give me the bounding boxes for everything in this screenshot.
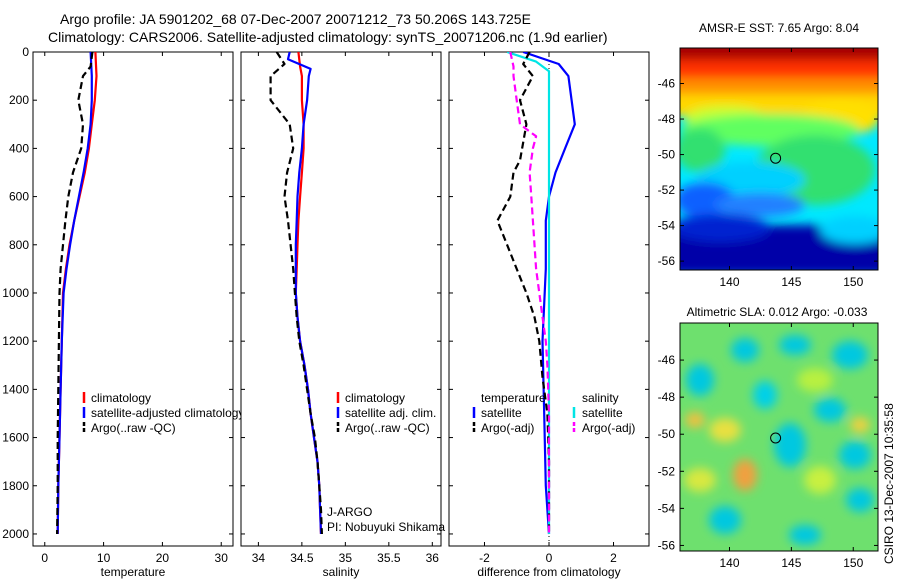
series-line-salinity-satellite: [506, 52, 551, 534]
lat-tick-label: -50: [658, 427, 676, 441]
legend-temp-sat-label: satellite: [481, 406, 522, 420]
lon-tick-label: 150: [843, 275, 863, 289]
x-tick-label: 2: [610, 551, 617, 565]
salinity-depth-ticks: [241, 51, 441, 535]
lat-tick-label: -46: [658, 77, 676, 91]
x-tick-label: 35: [339, 551, 353, 565]
difference-xlabel: difference from climatology: [477, 565, 620, 579]
depth-tick-label: 400: [9, 141, 29, 155]
sst-heatmap: [680, 48, 878, 270]
lon-tick-label: 150: [843, 556, 863, 570]
sst-map-ticks: 140 145 150 -46 -48 -50 -52 -54 -56: [658, 48, 878, 289]
lat-tick-label: -50: [658, 148, 676, 162]
lat-tick-label: -48: [658, 390, 676, 404]
series-line-temperature-argo-adj: [496, 52, 551, 534]
depth-tick-label: 200: [9, 93, 29, 107]
sla-argo-location-marker: [770, 432, 782, 444]
x-tick-label: 10: [97, 551, 111, 565]
depth-tick-label: 1200: [2, 334, 29, 348]
legend-clim-label: climatology: [345, 391, 405, 405]
difference-legend: temperature satellite Argo(-adj) salinit…: [472, 391, 635, 435]
legend-satellite-label: satellite-adjusted climatology: [91, 406, 244, 420]
lat-tick-label: -52: [658, 183, 676, 197]
series-line-satellite-adjusted-climatology: [56, 52, 93, 535]
depth-tick-label: 1400: [2, 382, 29, 396]
salinity-axis-ticks: 34 34.5 35 35.5 36: [252, 52, 440, 565]
lat-tick-label: -56: [658, 538, 676, 552]
temperature-axes-frame: [32, 51, 234, 547]
depth-tick-label: 1800: [2, 479, 29, 493]
x-tick-label: -2: [479, 551, 490, 565]
legend-satclim-label: satellite adj. clim.: [345, 406, 436, 420]
depth-tick-label: 800: [9, 238, 29, 252]
salinity-series-group: [269, 52, 323, 535]
sst-argo-location-marker: [770, 152, 782, 164]
x-tick-label: 36: [426, 551, 440, 565]
temperature-panel: 0 200 400 600 800 1000 1200 1400 1600 1800 2000 0 1…: [2, 45, 244, 579]
lon-tick-label: 140: [719, 556, 739, 570]
x-tick-label: 0: [546, 551, 553, 565]
temperature-series-group: [56, 52, 98, 535]
program-label: J-ARGO: [327, 505, 372, 519]
salinity-legend: climatology satellite adj. clim. Argo(..…: [336, 391, 436, 435]
legend-argoraw-label: Argo(..raw -QC): [345, 421, 430, 435]
temperature-axis-ticks: 0 10 20 30: [41, 52, 228, 565]
lat-tick-label: -52: [658, 464, 676, 478]
x-tick-label: 35.5: [377, 551, 401, 565]
depth-tick-label: 1600: [2, 431, 29, 445]
lat-tick-label: -54: [658, 219, 676, 233]
sla-map-panel: Altimetric SLA: 0.012 Argo: -0.033: [658, 305, 879, 570]
csiro-timestamp: CSIRO 13-Dec-2007 10:35:58: [882, 403, 896, 564]
lat-tick-label: -48: [658, 112, 676, 126]
figure-title-line1: Argo profile: JA 5901202_68 07-Dec-2007 …: [60, 11, 531, 27]
depth-tick-label: 1000: [2, 286, 29, 300]
legend-sal-sat-label: satellite: [582, 406, 623, 420]
pi-label: PI: Nobuyuki Shikama: [327, 520, 445, 534]
temperature-xlabel: temperature: [101, 565, 166, 579]
sst-map-frame: [679, 47, 879, 271]
temperature-legend: climatology satellite-adjusted climatolo…: [82, 391, 244, 435]
x-tick-label: 34: [252, 551, 266, 565]
salinity-panel: 34 34.5 35 35.5 36 salinity climatology sate…: [240, 51, 445, 579]
difference-depth-ticks: [449, 51, 649, 535]
series-line-argo-raw-qc: [269, 52, 323, 535]
sla-map-ticks: 140 145 150 -46 -48 -50 -52 -54 -56: [658, 323, 878, 570]
legend-salinity-title: salinity: [582, 391, 619, 405]
legend-temperature-title: temperature: [481, 391, 546, 405]
legend-climatology-label: climatology: [91, 391, 151, 405]
series-line-temperature-satellite: [522, 52, 576, 535]
lon-tick-label: 140: [719, 275, 739, 289]
legend-sal-argo-label: Argo(-adj): [582, 421, 635, 435]
sst-map-title: AMSR-E SST: 7.65 Argo: 8.04: [699, 21, 859, 35]
lon-tick-label: 145: [781, 556, 801, 570]
depth-axis-ticks: 0 200 400 600 800 1000 1200 1400 1600 1800 2000: [2, 45, 233, 541]
lat-tick-label: -56: [658, 254, 676, 268]
x-tick-label: 30: [215, 551, 229, 565]
x-tick-label: 0: [41, 551, 48, 565]
difference-panel: -2 0 2 difference from climatology tempera…: [448, 51, 650, 579]
depth-tick-label: 0: [22, 45, 29, 59]
x-tick-label: 20: [156, 551, 170, 565]
legend-temp-argo-label: Argo(-adj): [481, 421, 534, 435]
lat-tick-label: -54: [658, 501, 676, 515]
sla-map-frame: [679, 322, 879, 552]
salinity-xlabel: salinity: [323, 565, 360, 579]
legend-argo-label: Argo(..raw -QC): [91, 421, 176, 435]
x-tick-label: 34.5: [290, 551, 314, 565]
difference-series-group: [496, 52, 576, 546]
figure-title-line2: Climatology: CARS2006. Satellite-adjuste…: [48, 29, 608, 45]
sst-map-panel: AMSR-E SST: 7.65 Argo: 8.04: [658, 21, 879, 289]
sla-heatmap: [680, 323, 878, 551]
lon-tick-label: 145: [781, 275, 801, 289]
salinity-axes-frame: [240, 51, 442, 547]
series-line-salinity-argo-adj: [509, 52, 551, 534]
lat-tick-label: -46: [658, 353, 676, 367]
depth-tick-label: 2000: [2, 527, 29, 541]
sla-map-title: Altimetric SLA: 0.012 Argo: -0.033: [687, 305, 868, 319]
depth-tick-label: 600: [9, 190, 29, 204]
